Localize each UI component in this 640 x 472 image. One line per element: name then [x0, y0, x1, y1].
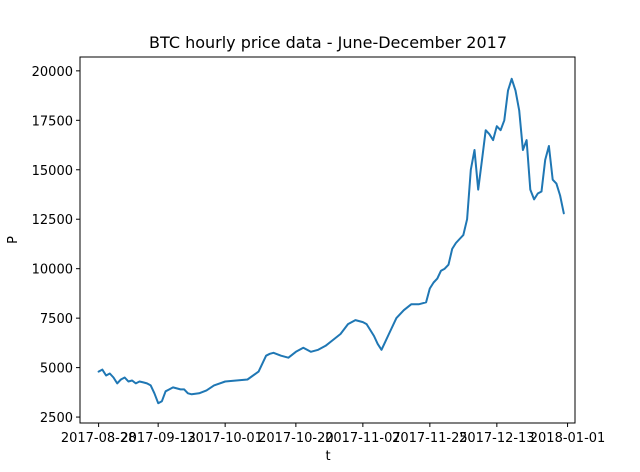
- y-tick-label: 5000: [40, 362, 73, 377]
- y-tick-label: 12500: [32, 213, 73, 228]
- x-axis-label: t: [325, 449, 330, 464]
- x-tick-label: 2017-09-13: [120, 431, 196, 446]
- x-tick-label: 2017-08-28: [61, 431, 137, 446]
- axes-frame: [79, 56, 576, 424]
- y-tick-label: 20000: [32, 65, 73, 80]
- y-tick-label: 10000: [32, 263, 73, 278]
- x-tick-label: 2018-01-01: [530, 431, 606, 446]
- x-tick-label: 2017-12-13: [459, 431, 535, 446]
- y-tick-label: 15000: [32, 164, 73, 179]
- x-tick-label: 2017-10-01: [187, 431, 263, 446]
- y-tick-label: 7500: [40, 312, 73, 327]
- y-tick-label: 17500: [32, 114, 73, 129]
- x-tick-label: 2017-11-25: [392, 431, 468, 446]
- price-series-line: [97, 77, 565, 405]
- x-axis-ticks: 2017-08-282017-09-132017-10-012017-10-20…: [61, 423, 606, 446]
- x-tick-label: 2017-10-20: [258, 431, 334, 446]
- y-axis-ticks: 2500 5000 7500 10000 12500 15000 17500 20000: [32, 65, 80, 426]
- plot-area: [79, 56, 576, 424]
- y-tick-label: 2500: [40, 411, 73, 426]
- y-axis-label: P: [6, 236, 21, 244]
- x-tick-label: 2017-11-07: [325, 431, 401, 446]
- chart-title: BTC hourly price data - June-December 20…: [149, 33, 507, 52]
